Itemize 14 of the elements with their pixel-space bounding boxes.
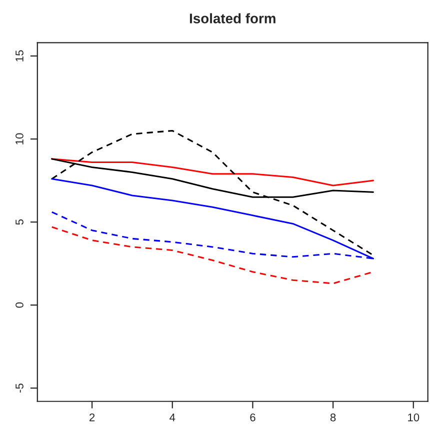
y-tick-label: 5 [16, 219, 24, 225]
y-tick-label: -5 [16, 384, 24, 393]
line-series [51, 130, 374, 256]
y-tick-label: 10 [16, 133, 24, 144]
x-tick-label: 10 [408, 413, 420, 422]
chart-title: Isolated form [190, 13, 276, 24]
x-tick-label: 4 [170, 414, 176, 422]
x-tick-label: 6 [250, 413, 256, 422]
x-tick-label: 8 [330, 413, 336, 422]
line-series [51, 226, 374, 284]
line-series [51, 158, 374, 186]
x-tick-label: 2 [90, 413, 95, 422]
y-tick-label: 0 [16, 302, 24, 308]
y-tick-label: 15 [16, 50, 24, 62]
